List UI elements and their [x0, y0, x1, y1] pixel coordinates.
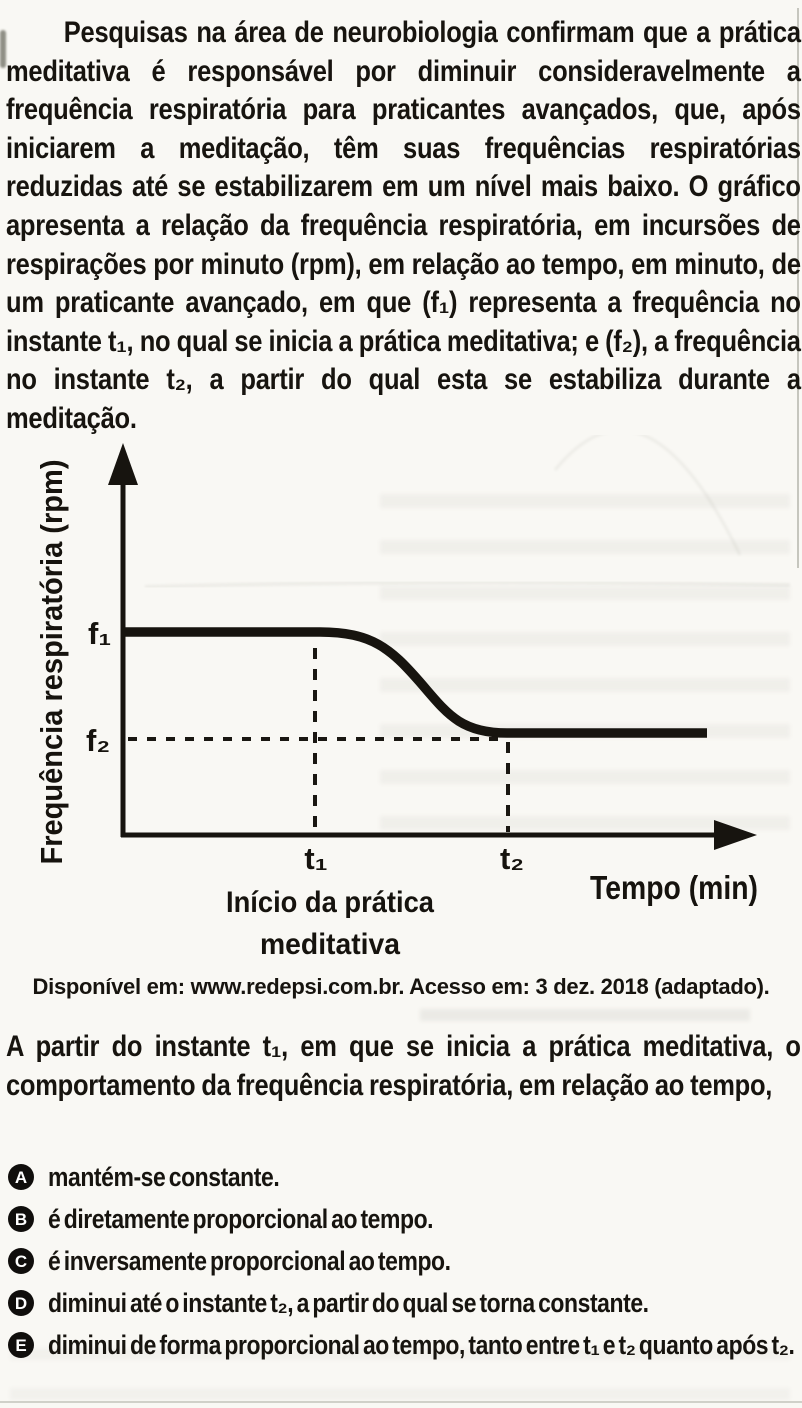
respiratory-frequency-chart: Frequência respiratória (rpm) f₁ f₂ t₁ t…: [34, 435, 791, 961]
t1-tick-label: t₁: [304, 841, 327, 876]
scan-edge-line: [797, 8, 799, 568]
scan-edge-line: [0, 1401, 802, 1403]
chart-annotation-line1: Início da prática: [226, 886, 434, 919]
scan-bleedthrough-curve: [144, 580, 791, 589]
intro-paragraph: Pesquisas na área de neurobiologia confi…: [6, 16, 801, 435]
scan-bleedthrough-curve: [553, 435, 742, 556]
option-c: C é inversamente proporcional ao tempo.: [8, 1240, 800, 1282]
question-text: A partir do instante t₁, em que se inici…: [6, 1030, 801, 1102]
f1-tick-label: f₁: [88, 616, 111, 651]
option-a: A mantém-se constante.: [8, 1156, 800, 1198]
chart-annotation-line2: meditativa: [260, 928, 400, 961]
option-e-letter-badge: E: [8, 1332, 34, 1358]
option-c-letter-badge: C: [8, 1248, 34, 1274]
x-axis-arrow-icon: [714, 820, 757, 850]
option-b: B é diretamente proporcional ao tempo.: [8, 1198, 800, 1240]
y-axis-label: Frequência respiratória (rpm): [34, 460, 69, 865]
option-a-text: mantém-se constante.: [48, 1162, 280, 1192]
respiration-curve: [125, 627, 707, 738]
t2-tick-label: t₂: [500, 841, 524, 876]
scan-smudge: [0, 30, 6, 68]
option-e-text: diminui de forma proporcional ao tempo, …: [48, 1330, 795, 1360]
option-b-text: é diretamente proporcional ao tempo.: [48, 1204, 434, 1234]
option-d-text: diminui até o instante t₂, a partir do q…: [48, 1288, 649, 1318]
option-a-letter-badge: A: [8, 1164, 34, 1190]
option-d-letter-badge: D: [8, 1290, 34, 1316]
source-citation: Disponível em: www.redepsi.com.br. Acess…: [32, 974, 770, 999]
y-axis-arrow-icon: [108, 443, 138, 485]
option-c-text: é inversamente proporcional ao tempo.: [48, 1246, 451, 1276]
option-d: D diminui até o instante t₂, a partir do…: [8, 1282, 800, 1324]
options-list: A mantém-se constante. B é diretamente p…: [8, 1156, 800, 1366]
x-axis-label: Tempo (min): [590, 869, 758, 906]
option-e: E diminui de forma proporcional ao tempo…: [8, 1324, 800, 1366]
option-b-letter-badge: B: [8, 1206, 34, 1232]
f2-tick-label: f₂: [86, 723, 110, 758]
